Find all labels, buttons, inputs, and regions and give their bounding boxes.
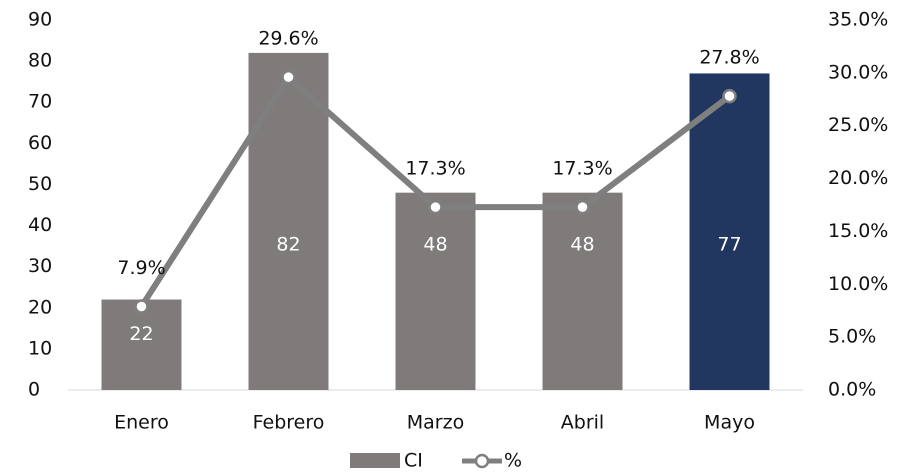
y2-tick-label: 5.0% <box>828 326 876 348</box>
bar <box>101 299 182 390</box>
line-value-label: 17.3% <box>552 158 612 180</box>
x-tick-label: Abril <box>561 412 604 434</box>
y-tick-label: 60 <box>28 132 52 154</box>
line-value-label: 27.8% <box>699 47 759 69</box>
x-tick-label: Marzo <box>407 412 464 434</box>
y2-tick-label: 20.0% <box>828 167 888 189</box>
y2-tick-label: 35.0% <box>828 9 888 31</box>
line-value-label: 7.9% <box>117 257 165 279</box>
y-tick-label: 0 <box>28 379 40 401</box>
y2-tick-label: 10.0% <box>828 273 888 295</box>
bar-value-label: 77 <box>717 234 741 256</box>
y-tick-label: 90 <box>28 9 52 31</box>
bar-value-label: 22 <box>129 323 153 345</box>
legend-swatch <box>350 453 400 468</box>
y2-tick-label: 15.0% <box>828 220 888 242</box>
bar <box>395 192 476 390</box>
line-marker <box>134 299 149 314</box>
x-tick-label: Mayo <box>704 412 755 434</box>
y-tick-label: 80 <box>28 50 52 72</box>
legend-label: % <box>504 450 522 472</box>
bar-value-label: 48 <box>423 234 447 256</box>
bar-value-label: 48 <box>570 234 594 256</box>
y-tick-label: 10 <box>28 337 52 359</box>
line-marker <box>428 199 443 215</box>
y-tick-label: 40 <box>28 214 52 236</box>
line-marker <box>575 199 590 215</box>
bar-value-label: 82 <box>276 234 300 256</box>
y-tick-label: 70 <box>28 91 52 113</box>
legend-label: CI <box>404 450 423 472</box>
line-marker <box>722 88 737 104</box>
y-tick-label: 20 <box>28 296 52 318</box>
line-value-label: 29.6% <box>258 28 318 50</box>
y2-tick-label: 0.0% <box>828 379 876 401</box>
y-tick-label: 50 <box>28 173 52 195</box>
bar <box>542 192 623 390</box>
line-value-label: 17.3% <box>405 158 465 180</box>
x-tick-label: Febrero <box>253 412 325 434</box>
y2-tick-label: 25.0% <box>828 114 888 136</box>
bar <box>689 73 770 390</box>
y2-tick-label: 30.0% <box>828 61 888 83</box>
legend-swatch-marker <box>474 453 490 469</box>
line-marker <box>281 69 296 85</box>
y-tick-label: 30 <box>28 255 52 277</box>
x-tick-label: Enero <box>114 412 169 434</box>
bar <box>248 52 329 391</box>
